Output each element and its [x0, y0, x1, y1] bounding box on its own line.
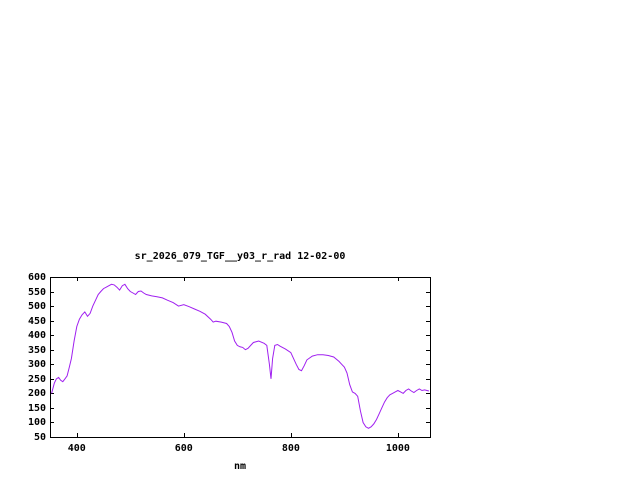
plot-canvas — [50, 277, 431, 438]
y-tick-label: 50 — [33, 432, 46, 443]
x-axis-title: nm — [233, 461, 247, 472]
y-tick-label: 100 — [27, 417, 46, 429]
x-tick-label: 1000 — [385, 443, 410, 454]
y-tick-label: 450 — [27, 315, 46, 327]
x-tick-label: 400 — [67, 443, 86, 454]
y-tick-label: 500 — [27, 301, 46, 313]
y-tick-label: 300 — [27, 359, 46, 371]
plot-border — [50, 277, 431, 438]
y-tick-label: 200 — [27, 388, 46, 400]
x-tick-label: 600 — [174, 443, 193, 454]
y-tick-label: 600 — [27, 272, 46, 283]
y-tick-label: 350 — [27, 344, 46, 356]
x-tick-label: 800 — [281, 443, 300, 454]
y-tick-label: 250 — [27, 373, 46, 385]
y-tick-label: 550 — [27, 286, 46, 298]
chart-title: sr_2026_079_TGF__y03_r_rad 12-02-00 — [134, 251, 346, 262]
spectrum-line — [51, 283, 430, 429]
y-tick-label: 400 — [27, 330, 46, 342]
y-tick-label: 150 — [27, 402, 46, 414]
